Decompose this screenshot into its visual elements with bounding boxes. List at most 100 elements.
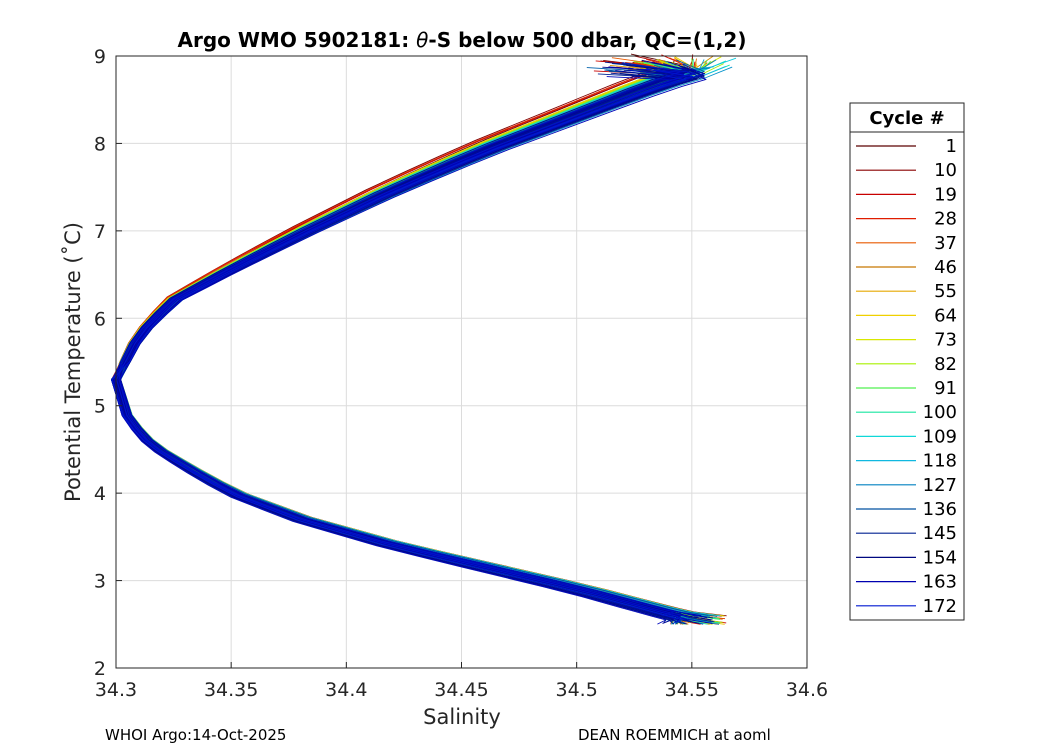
legend-box [849,102,965,621]
profile-line [113,63,693,620]
profile-line [111,70,685,623]
profile-line [118,68,704,625]
profile-line [119,62,724,623]
profile-line [118,59,703,620]
y-tick-label: 7 [94,221,106,243]
x-tick-label: 34.5 [556,679,598,701]
profile-line [111,65,687,619]
profile-line [111,68,690,624]
profile-line [119,60,721,620]
profile-line [113,72,692,624]
profile-line [120,61,713,619]
profile-line [111,68,690,620]
profile-line [115,63,684,620]
profile-line [116,68,694,621]
profile-line [120,57,737,617]
profile-line [115,64,688,617]
profile-line [117,61,698,620]
profile-line [118,57,714,617]
profile-line [111,70,678,621]
profile-line [119,65,713,625]
profile-line [115,61,682,617]
profile-line [120,64,725,625]
profile-line [112,68,689,623]
legend-label: 154 [923,547,957,568]
chart-title: Argo WMO 5902181: θ-S below 500 dbar, QC… [178,28,747,52]
profile-line [113,66,677,623]
profile-line [119,63,716,623]
profile-line [111,72,678,623]
profile-line [118,62,696,618]
profile-line [118,65,703,623]
profile-line [118,62,697,619]
profile-line [116,62,688,620]
profile-line [114,69,679,623]
y-tick-label: 8 [94,133,106,155]
profile-line [111,70,685,619]
profile-line [114,61,686,617]
profile-line [115,60,694,619]
legend-label: 46 [934,257,957,278]
profile-line [118,58,720,620]
profile-line [111,72,683,621]
legend-label: 64 [934,305,957,326]
profile-line [116,68,695,623]
axis-ticks: 34.3 34.35 34.4 34.45 34.5 34.55 34.6 2 3 4 5 6 7 8 9 [94,46,828,701]
profile-line [111,72,689,624]
y-tick-label: 5 [94,396,106,418]
profile-line [116,66,691,624]
profile-line [120,64,730,624]
legend-label: 163 [923,572,957,593]
profile-line [119,67,708,625]
profile-line [119,60,709,623]
profile-line [119,61,727,624]
profile-line [110,67,711,617]
legend-label: 82 [934,354,957,375]
profile-line [111,74,703,625]
legend-label: 73 [934,330,957,351]
profile-line [113,63,677,617]
profile-line [115,58,693,617]
profile-line [111,66,686,620]
profile-line [119,60,720,619]
profile-line [117,63,698,620]
y-tick-label: 9 [94,46,106,68]
profile-line [118,65,702,624]
profile-line [115,68,681,623]
legend-label: 37 [934,233,957,254]
profile-line [114,68,680,624]
profile-line [120,67,713,624]
profile-line [117,63,692,619]
profile-line [111,66,677,620]
profile-line [114,64,677,620]
legend: Cycle # 1 10 19 28 37 46 55 64 73 82 91 100 109 118 12… [849,102,965,621]
profile-line [115,61,698,620]
profile-line [118,64,701,625]
profile-line [117,65,710,625]
profile-line [111,66,714,617]
profile-line [120,62,720,625]
profile-line [114,66,684,617]
x-tick-label: 34.3 [95,679,137,701]
profile-line [112,67,680,619]
profile-line [117,70,693,625]
profile-line [119,58,708,617]
grid-lines [115,55,808,669]
profile-line [116,69,687,624]
profile-line [115,63,686,617]
profile-line [116,69,685,625]
profile-line [111,66,678,620]
legend-label: 1 [946,136,957,157]
profile-line [116,64,702,623]
profile-line [119,60,727,619]
legend-label: 145 [923,523,957,544]
legend-label: 100 [923,402,957,423]
profile-line [111,64,693,617]
profile-line [112,62,686,617]
profile-line [118,64,695,621]
legend-label: 118 [923,451,957,472]
profile-line [119,62,712,624]
profile-line [111,65,682,617]
profile-line [110,62,682,617]
profile-line [112,66,680,620]
